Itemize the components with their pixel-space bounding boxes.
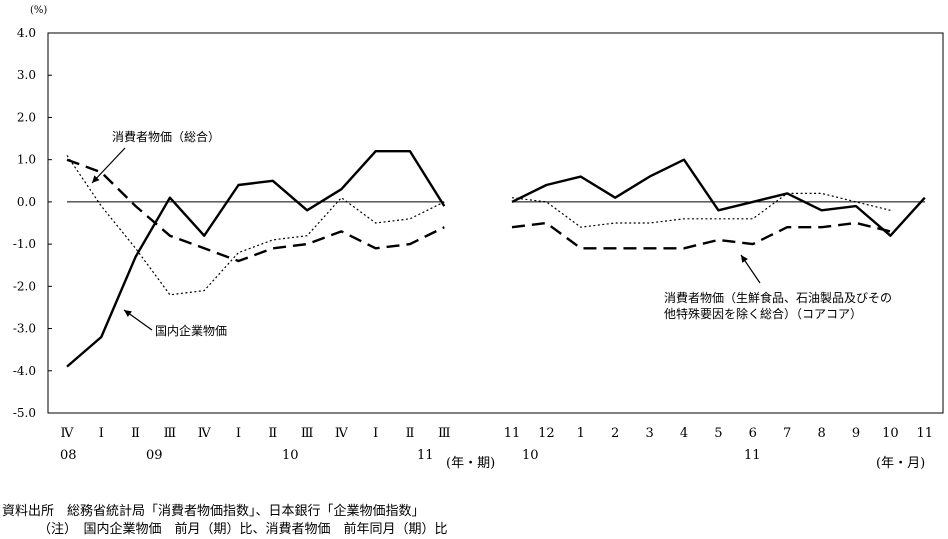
y-unit-label: (%) [30, 5, 47, 16]
x-tick-label: Ⅲ [438, 426, 451, 441]
year-label: 10 [282, 448, 299, 463]
y-tick-label: -5.0 [13, 406, 36, 420]
annotation-cgpi: 国内企業物価 [155, 323, 227, 338]
x-tick-label: 1 [577, 426, 585, 441]
annotation-cpi-total: 消費者物価（総合） [112, 129, 220, 144]
y-tick-label: -1.0 [13, 237, 36, 251]
year-label: 11 [417, 448, 434, 463]
series-line-cpi_total [66, 155, 445, 296]
y-tick-label: 1.0 [17, 153, 36, 167]
x-tick-label: 5 [714, 426, 722, 441]
x-tick-label: 11 [504, 426, 521, 441]
x-tick-label: 10 [882, 426, 899, 441]
series-line-core_core [66, 158, 445, 263]
y-tick-label: 4.0 [17, 26, 36, 40]
series-line-cgpi [511, 158, 926, 237]
x-tick-label: Ⅰ [99, 426, 104, 441]
x-tick-label: Ⅳ [335, 426, 349, 441]
x-axis-unit-label: (年・期) [446, 456, 495, 471]
x-tick-label: Ⅳ [61, 426, 75, 441]
x-tick-label: 7 [783, 426, 791, 441]
annotation-core-core-line2: 他特殊要因を除く総合）（コアコア） [664, 306, 862, 321]
annotation-cpi-total-arrowhead [92, 175, 100, 183]
year-label: 08 [60, 448, 77, 463]
year-label: 10 [522, 448, 539, 463]
annotation-core-core-line1: 消費者物価（生鮮食品、石油製品及びその [664, 290, 892, 305]
y-tick-label: -3.0 [13, 322, 36, 336]
y-tick-label: -2.0 [13, 279, 36, 293]
x-tick-label: Ⅱ [268, 426, 277, 441]
x-tick-label: 4 [680, 426, 688, 441]
annotation-cgpi-arrowhead [124, 310, 132, 317]
series-line-cgpi [66, 149, 446, 368]
x-tick-label: 12 [538, 426, 555, 441]
source-note: 資料出所 総務省統計局「消費者物価指数」、日本銀行「企業物価指数」 [2, 504, 425, 519]
series-line-core_core [511, 221, 891, 250]
annotation-cpi-total-arrow-line [91, 147, 126, 184]
price-index-chart: (%) 4.0 3.0 2.0 1.0 0.0 -1.0 -2.0 -3.0 -4.0 -5.0 Ⅳ Ⅰ… [13, 5, 944, 471]
year-label: 11 [744, 448, 761, 463]
y-tick-label: -4.0 [13, 364, 36, 378]
x-tick-label: Ⅱ [131, 426, 140, 441]
annotation-core-core-arrowhead [741, 255, 748, 263]
footnote: （注） 国内企業物価 前月（期）比、消費者物価 前年同月（期）比 [38, 522, 448, 537]
plot-frame [47, 32, 944, 414]
x-tick-label: 8 [817, 426, 825, 441]
x-tick-label: Ⅰ [373, 426, 378, 441]
x-tick-label: 3 [645, 426, 653, 441]
x-tick-label: 9 [852, 426, 860, 441]
year-label: 09 [146, 448, 163, 463]
x-tick-label: Ⅲ [164, 426, 177, 441]
x-tick-label: 2 [611, 426, 619, 441]
x-tick-label: 11 [917, 426, 934, 441]
series-line-cpi_total [511, 192, 891, 228]
y-tick-label: 2.0 [17, 110, 36, 124]
x-axis-unit-label: (年・月) [876, 456, 925, 471]
y-tick-label: 0.0 [17, 195, 36, 209]
x-tick-label: Ⅲ [301, 426, 314, 441]
y-tick-label: 3.0 [17, 68, 36, 82]
x-tick-label: Ⅳ [198, 426, 212, 441]
x-tick-label: Ⅱ [406, 426, 415, 441]
x-tick-label: Ⅰ [236, 426, 241, 441]
x-tick-label: 6 [749, 426, 757, 441]
